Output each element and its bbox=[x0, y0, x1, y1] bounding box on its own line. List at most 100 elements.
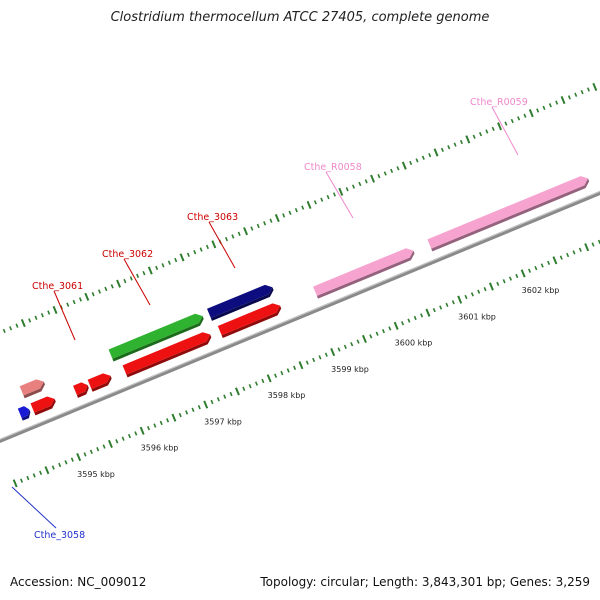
inner-tick bbox=[248, 384, 252, 389]
outer-tick bbox=[129, 276, 133, 281]
outer-tick bbox=[548, 103, 552, 108]
inner-tick bbox=[76, 452, 82, 462]
inner-tick bbox=[425, 308, 431, 317]
gene-label: Cthe_3058 bbox=[34, 530, 85, 541]
outer-tick bbox=[592, 82, 598, 91]
inner-tick bbox=[274, 373, 278, 378]
outer-tick bbox=[110, 284, 114, 289]
inner-tick bbox=[470, 292, 474, 297]
gene-Cthe_3063_red bbox=[217, 303, 282, 338]
outer-tick bbox=[28, 318, 32, 323]
gene-shadow bbox=[126, 334, 212, 378]
scale-label: 3598 kbp bbox=[268, 391, 306, 400]
gene-unlabeled_pink bbox=[19, 379, 45, 399]
inner-tick bbox=[166, 418, 170, 423]
inner-tick bbox=[508, 276, 512, 281]
inner-tick bbox=[115, 439, 119, 444]
outer-tick bbox=[497, 122, 503, 131]
outer-tick bbox=[174, 257, 178, 263]
outer-tick bbox=[358, 181, 362, 187]
outer-tick bbox=[269, 218, 273, 223]
inner-tick bbox=[528, 268, 532, 273]
inner-tick bbox=[107, 439, 113, 449]
outer-tick bbox=[415, 158, 419, 163]
outer-tick bbox=[199, 247, 203, 252]
outer-tick bbox=[155, 265, 159, 271]
inner-tick bbox=[356, 339, 360, 344]
outer-tick bbox=[116, 279, 122, 288]
inner-tick bbox=[445, 302, 449, 308]
inner-tick-ring bbox=[12, 239, 600, 488]
backbone-highlight bbox=[0, 190, 600, 440]
gene-arrow bbox=[313, 248, 414, 296]
inner-tick bbox=[298, 361, 304, 370]
outer-tick bbox=[383, 171, 387, 176]
outer-tick bbox=[472, 134, 476, 139]
outer-tick bbox=[294, 208, 298, 213]
outer-tick bbox=[421, 155, 425, 160]
outer-tick bbox=[9, 326, 13, 331]
gene-shadow bbox=[76, 385, 89, 398]
inner-tick bbox=[185, 410, 189, 415]
outer-tick bbox=[338, 187, 344, 196]
inner-tick bbox=[401, 321, 405, 326]
inner-tick bbox=[572, 250, 576, 255]
inner-tick bbox=[330, 348, 336, 357]
inner-tick bbox=[369, 334, 373, 339]
gene-label: Cthe_R0058 bbox=[304, 162, 362, 173]
gene-arrow bbox=[17, 406, 30, 418]
outer-tick bbox=[243, 227, 249, 236]
inner-tick bbox=[286, 368, 290, 373]
outer-tick bbox=[282, 213, 286, 218]
outer-tick bbox=[523, 113, 527, 118]
inner-tick bbox=[147, 426, 151, 431]
inner-tick bbox=[559, 255, 563, 260]
outer-tick bbox=[301, 205, 305, 210]
scale-label: 3596 kbp bbox=[141, 444, 179, 453]
inner-tick bbox=[70, 457, 74, 462]
inner-tick bbox=[393, 321, 399, 330]
outer-tick bbox=[2, 328, 6, 334]
outer-tick bbox=[560, 95, 566, 105]
gene-shadow bbox=[221, 305, 282, 338]
inner-tick bbox=[584, 243, 590, 252]
inner-tick bbox=[210, 399, 214, 405]
outer-tick bbox=[586, 87, 590, 92]
outer-tick bbox=[390, 168, 394, 174]
outer-tick bbox=[263, 221, 267, 226]
outer-tick bbox=[345, 187, 349, 192]
inner-tick bbox=[229, 391, 233, 397]
inner-tick bbox=[496, 281, 500, 287]
gene-Cthe_R0058 bbox=[313, 248, 415, 299]
inner-tick bbox=[520, 269, 526, 278]
map-title: Clostridium thermocellum ATCC 27405, com… bbox=[110, 10, 490, 25]
outer-tick bbox=[20, 318, 26, 328]
gene-arrow bbox=[73, 382, 88, 396]
gene-arrow bbox=[122, 332, 211, 375]
outer-tick bbox=[433, 148, 439, 157]
leader-line bbox=[123, 258, 151, 306]
inner-tick bbox=[234, 387, 240, 396]
outer-tick bbox=[34, 315, 38, 320]
gene-unlabeled_red_2 bbox=[87, 373, 112, 392]
genome-backbone bbox=[0, 190, 600, 444]
genome-summary-text: Topology: circular; Length: 3,843,301 bp… bbox=[260, 575, 590, 589]
inner-tick bbox=[89, 449, 93, 454]
inner-tick bbox=[171, 413, 177, 422]
outer-tick bbox=[370, 174, 376, 183]
gene-shadow bbox=[112, 316, 204, 362]
outer-tick bbox=[567, 95, 571, 100]
scale-label: 3600 kbp bbox=[395, 339, 433, 348]
inner-tick bbox=[178, 412, 182, 418]
inner-tick bbox=[337, 347, 341, 352]
outer-tick bbox=[440, 147, 444, 153]
inner-tick bbox=[591, 242, 595, 247]
inner-tick bbox=[159, 420, 163, 426]
outer-tick bbox=[517, 116, 521, 121]
gene-unlabeled_red_1 bbox=[30, 396, 56, 416]
outer-tick bbox=[428, 152, 432, 158]
inner-tick bbox=[312, 357, 316, 363]
inner-tick bbox=[26, 475, 30, 481]
leader-line bbox=[53, 290, 76, 341]
inner-tick bbox=[39, 470, 43, 475]
